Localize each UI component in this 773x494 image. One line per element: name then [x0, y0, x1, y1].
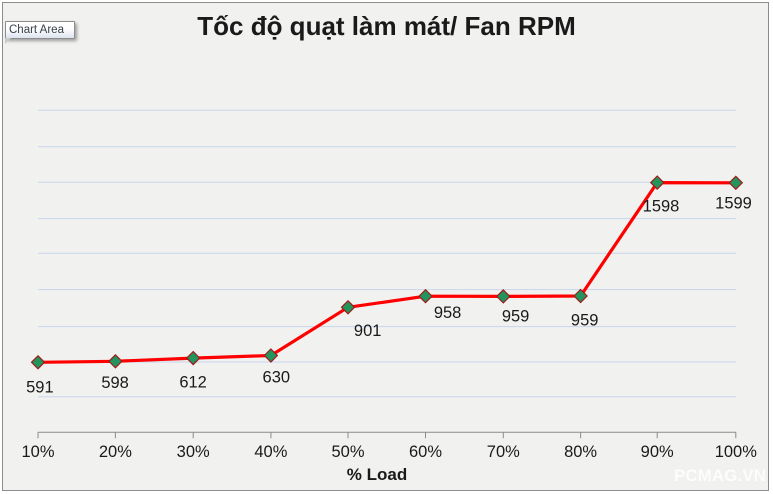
svg-text:50%: 50%	[331, 443, 364, 461]
svg-text:100%: 100%	[715, 443, 758, 461]
svg-text:90%: 90%	[641, 443, 674, 461]
svg-text:10%: 10%	[21, 443, 54, 461]
svg-text:30%: 30%	[177, 443, 210, 461]
svg-text:70%: 70%	[487, 443, 520, 461]
svg-text:598: 598	[101, 374, 129, 392]
svg-text:20%: 20%	[99, 443, 132, 461]
svg-text:80%: 80%	[564, 443, 597, 461]
svg-text:% Load: % Load	[347, 465, 407, 484]
svg-text:958: 958	[434, 304, 462, 322]
svg-text:60%: 60%	[409, 443, 442, 461]
svg-text:40%: 40%	[254, 443, 287, 461]
svg-text:1599: 1599	[715, 195, 752, 213]
svg-text:1598: 1598	[643, 197, 680, 215]
svg-text:959: 959	[571, 312, 599, 330]
svg-text:901: 901	[354, 322, 382, 340]
svg-text:630: 630	[263, 369, 291, 387]
svg-text:959: 959	[502, 308, 530, 326]
svg-text:612: 612	[179, 373, 207, 391]
svg-text:591: 591	[26, 379, 54, 397]
